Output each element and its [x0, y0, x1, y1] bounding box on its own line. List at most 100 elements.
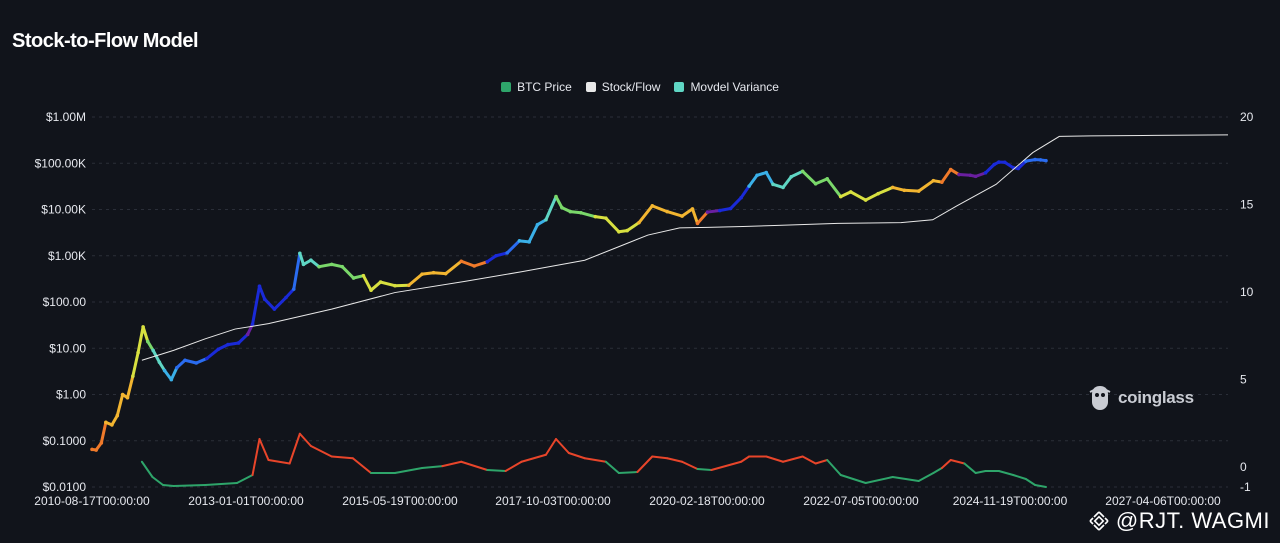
btc-price-point	[718, 208, 722, 213]
btc-price-point	[505, 251, 509, 255]
btc-price-point	[535, 222, 540, 227]
btc-price-point	[560, 205, 564, 210]
model-variance-segment	[544, 438, 557, 456]
btc-price-point	[485, 259, 490, 264]
btc-price-point	[617, 229, 621, 234]
btc-price-segment	[718, 207, 733, 213]
legend-label-stock-flow: Stock/Flow	[601, 80, 661, 94]
btc-price-segment	[814, 177, 829, 186]
legend-item-stock-flow[interactable]: Stock/Flow	[585, 80, 661, 94]
btc-price-point	[680, 214, 684, 218]
y-right-tick-label: 0	[1240, 460, 1247, 474]
model-variance-segment	[681, 460, 699, 470]
model-variance-segment	[583, 457, 607, 463]
btc-price-point	[472, 264, 477, 268]
legend-item-model-variance[interactable]: Movdel Variance	[674, 80, 779, 94]
model-variance-segment	[554, 438, 570, 454]
x-tick-label: 2017-10-03T00:00:00	[495, 494, 611, 508]
y-right-tick-label: -1	[1240, 480, 1251, 494]
legend-item-btc-price[interactable]: BTC Price	[501, 80, 572, 94]
y-right-tick-label: 15	[1240, 198, 1254, 212]
btc-price-segment	[544, 195, 558, 222]
btc-price-point	[194, 361, 199, 365]
btc-price-point	[226, 342, 230, 347]
model-variance-segment	[617, 471, 639, 474]
btc-price-point	[665, 209, 669, 214]
btc-price-point	[650, 204, 655, 208]
btc-price-segment	[169, 366, 179, 382]
model-variance-segment	[839, 474, 867, 484]
btc-price-segment	[115, 393, 125, 418]
btc-price-point	[863, 198, 868, 202]
model-variance-segment	[940, 459, 952, 469]
btc-price-point	[755, 173, 759, 178]
model-variance-segment	[696, 468, 713, 471]
btc-price-point	[554, 194, 558, 199]
model-variance-segment	[162, 484, 175, 487]
y-left-tick-label: $100.00K	[35, 156, 86, 170]
x-tick-label: 2024-11-19T00:00:00	[953, 494, 1068, 508]
btc-price-point	[948, 167, 953, 172]
btc-price-point	[690, 207, 695, 211]
y-left-tick-label: $10.00	[49, 341, 86, 355]
model-variance-segment	[504, 460, 523, 472]
btc-price-segment	[825, 177, 843, 199]
btc-price-point	[781, 185, 785, 190]
btc-price-point	[527, 240, 531, 244]
model-variance-segment	[140, 460, 154, 478]
model-variance-segment	[782, 455, 804, 463]
btc-price-point	[291, 287, 296, 291]
model-variance-segment	[604, 460, 620, 474]
btc-price-segment	[957, 173, 972, 177]
btc-price-point	[902, 188, 907, 193]
btc-price-segment	[902, 188, 921, 193]
btc-price-segment	[183, 358, 198, 365]
btc-price-point	[245, 332, 250, 337]
btc-price-point	[1044, 158, 1048, 163]
btc-price-point	[568, 209, 573, 214]
model-variance-segment	[441, 460, 463, 468]
btc-price-segment	[317, 262, 334, 269]
btc-price-segment	[625, 221, 641, 233]
btc-price-point	[838, 194, 843, 199]
btc-price-segment	[131, 351, 140, 378]
btc-price-point	[604, 216, 608, 220]
btc-price-point	[125, 395, 130, 400]
x-tick-label: 2022-07-05T00:00:00	[803, 494, 919, 508]
btc-price-point	[329, 262, 334, 267]
y-left-tick-label: $1.00M	[46, 110, 86, 124]
btc-price-segment	[940, 168, 953, 184]
btc-price-segment	[891, 185, 906, 192]
model-variance-segment	[258, 438, 270, 461]
btc-price-segment	[729, 196, 743, 211]
btc-price-point	[1016, 166, 1021, 171]
btc-price-point	[637, 220, 641, 225]
btc-price-point	[205, 356, 209, 361]
btc-price-point	[940, 180, 944, 184]
btc-price-point	[625, 228, 629, 233]
model-variance-segment	[651, 455, 669, 460]
btc-price-segment	[650, 204, 669, 214]
btc-price-segment	[194, 357, 209, 365]
btc-price-point	[216, 347, 221, 352]
btc-price-segment	[432, 271, 448, 276]
btc-price-segment	[747, 173, 759, 188]
btc-price-segment	[175, 358, 187, 370]
btc-price-segment	[680, 207, 694, 218]
btc-price-point	[340, 264, 345, 269]
btc-price-point	[317, 264, 321, 269]
btc-price-point	[1038, 158, 1043, 162]
legend-swatch-stock-flow	[585, 82, 596, 92]
btc-price-segment	[379, 280, 397, 288]
btc-price-point	[420, 272, 424, 276]
btc-price-point	[131, 374, 135, 378]
btc-price-point	[813, 181, 818, 186]
btc-price-point	[983, 171, 988, 175]
btc-price-point	[351, 276, 356, 280]
btc-price-segment	[126, 374, 135, 400]
btc-price-point	[705, 210, 710, 214]
btc-price-segment	[369, 280, 383, 292]
btc-price-point	[1033, 157, 1037, 162]
model-variance-segment	[997, 470, 1015, 476]
